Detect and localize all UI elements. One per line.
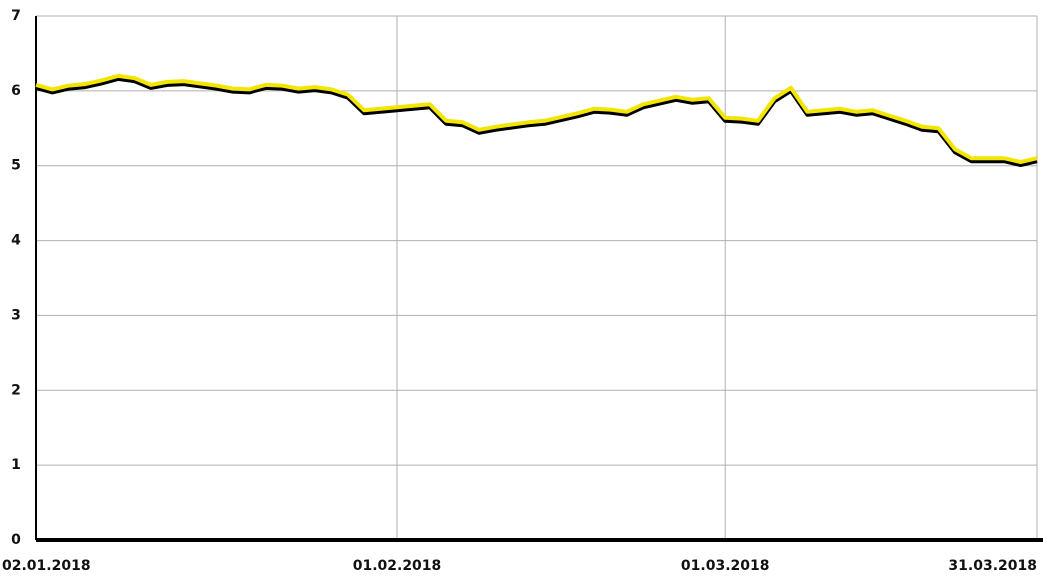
x-tick-label: 02.01.2018 xyxy=(2,558,91,574)
line-shadow xyxy=(35,76,1038,167)
y-tick-label: 6 xyxy=(11,83,21,99)
y-tick-label: 5 xyxy=(11,158,21,174)
x-tick-label: 31.03.2018 xyxy=(948,558,1037,574)
y-tick-label: 4 xyxy=(11,233,21,249)
y-tick-label: 1 xyxy=(11,457,21,473)
y-tick-label: 3 xyxy=(11,307,21,323)
y-tick-label: 0 xyxy=(11,532,21,548)
x-tick-label: 01.03.2018 xyxy=(681,558,770,574)
x-tick-label: 01.02.2018 xyxy=(353,558,442,574)
y-tick-label: 7 xyxy=(11,8,21,24)
line xyxy=(35,73,1038,164)
y-tick-label: 2 xyxy=(11,382,21,398)
